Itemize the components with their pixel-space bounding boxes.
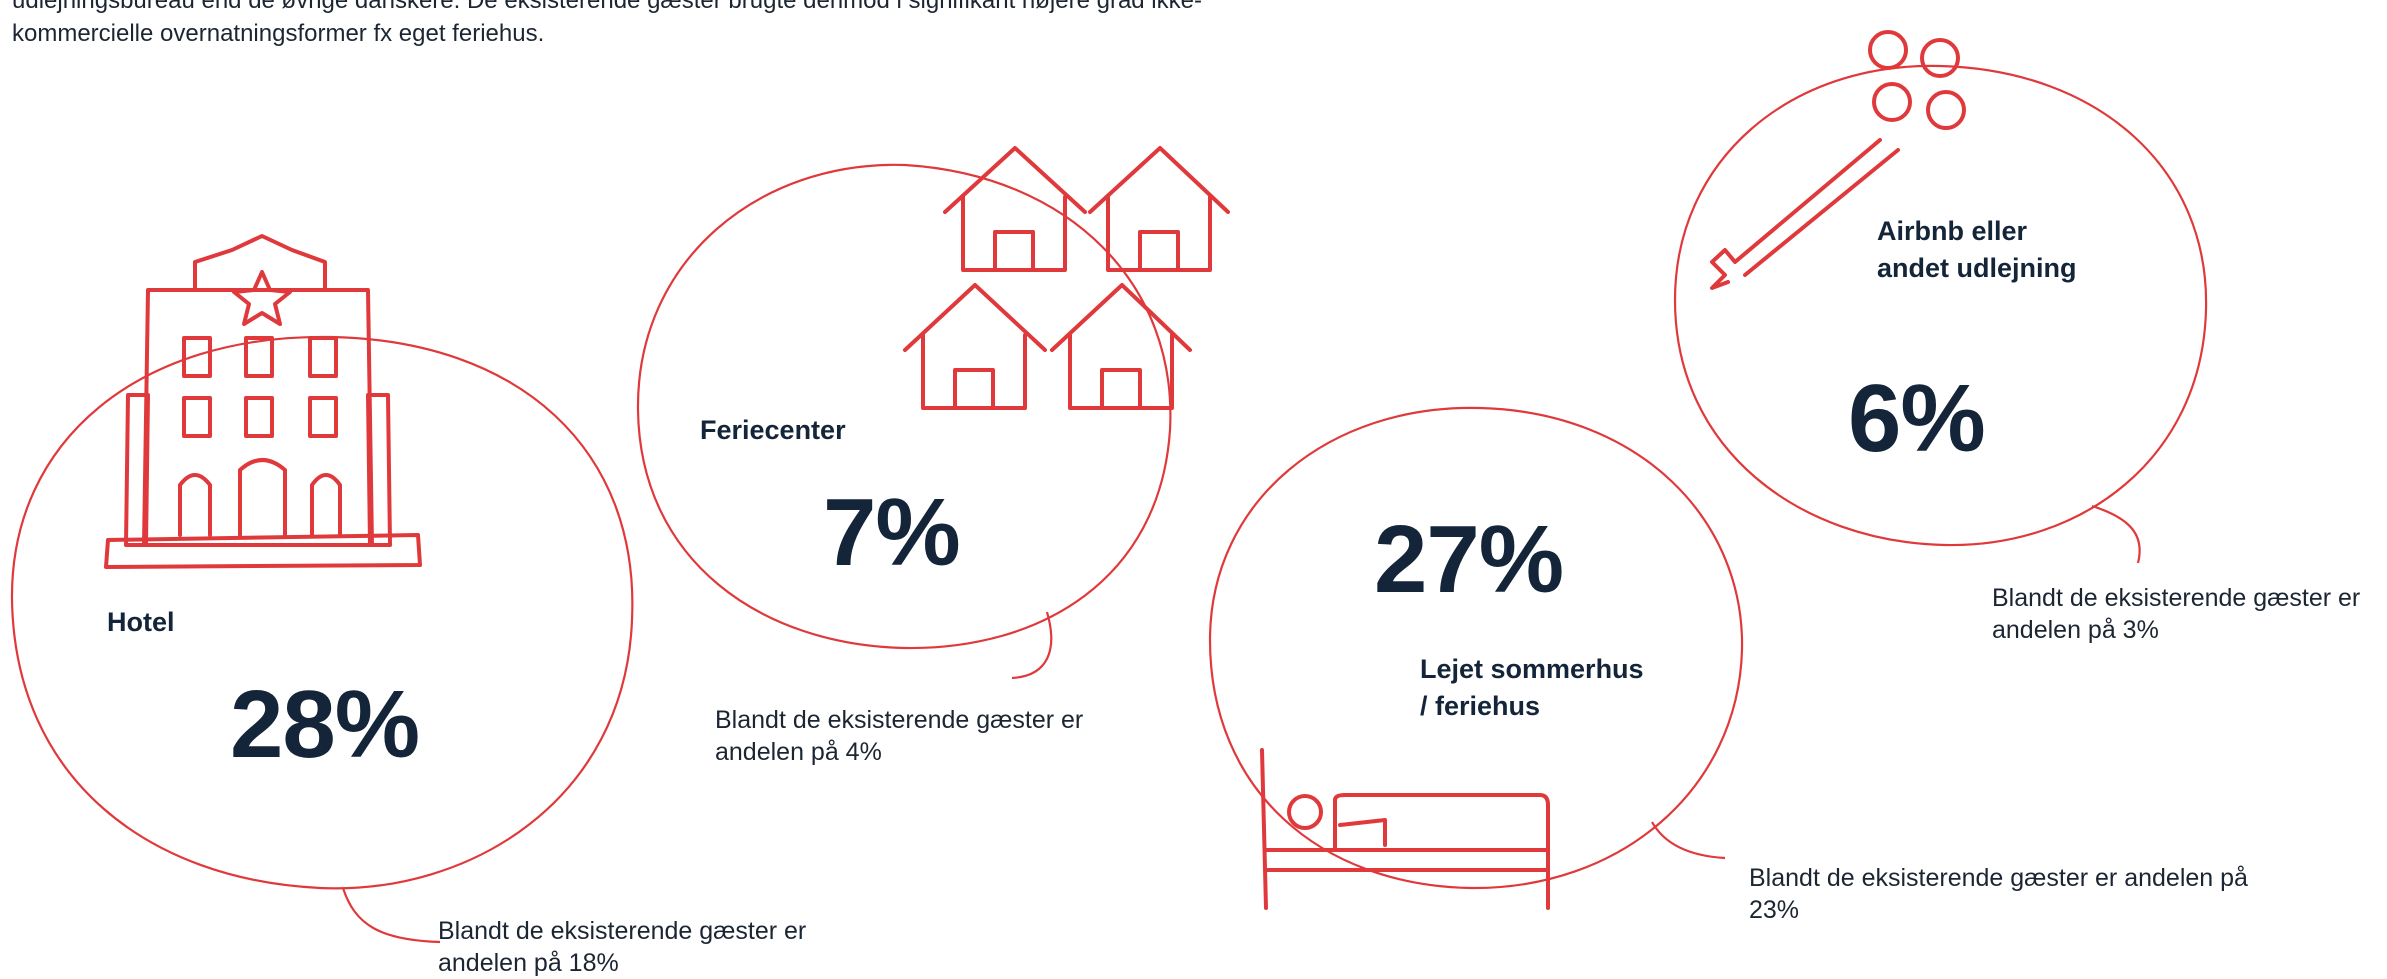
illustration	[0, 0, 2387, 977]
hotel-bubble	[12, 337, 632, 888]
note-line: andelen på 18%	[438, 949, 619, 977]
item-value: 28%	[230, 677, 419, 773]
intro-text: udlejningsbureau end de øvrige danskere.…	[12, 0, 1432, 50]
label-line: Airbnb eller	[1877, 216, 2027, 246]
label-line: andet udlejning	[1877, 253, 2077, 283]
item-value: 6%	[1848, 371, 1985, 467]
hotel-tail	[343, 888, 440, 942]
note-line: 23%	[1749, 896, 1799, 924]
label-line: Feriecenter	[700, 415, 846, 445]
note-line: Blandt de eksisterende gæster er	[715, 706, 1083, 734]
hotel-icon	[106, 236, 420, 567]
item-note: Blandt de eksisterende gæster er andelen …	[1992, 582, 2387, 646]
label-line: Lejet sommerhus	[1420, 654, 1644, 684]
item-note: Blandt de eksisterende gæster er andelen …	[715, 704, 1175, 768]
item-value: 7%	[823, 485, 960, 581]
feriecenter-tail	[1012, 612, 1051, 678]
sommerhus-tail	[1652, 822, 1725, 858]
note-line: andelen på 3%	[1992, 616, 2159, 644]
item-note: Blandt de eksisterende gæster er andelen…	[1749, 862, 2349, 926]
intro-line: udlejningsbureau end de øvrige danskere.…	[12, 0, 1432, 17]
item-label: Feriecenter	[700, 412, 846, 449]
item-label: Hotel	[107, 604, 175, 641]
item-label: Lejet sommerhus / feriehus	[1420, 651, 1644, 725]
item-label: Airbnb eller andet udlejning	[1877, 213, 2077, 287]
label-line: Hotel	[107, 607, 175, 637]
intro-line: kommercielle overnatningsformer fx eget …	[12, 17, 1432, 50]
note-line: Blandt de eksisterende gæster er	[1992, 584, 2360, 612]
note-line: Blandt de eksisterende gæster er andelen…	[1749, 864, 2248, 892]
houses-icon	[905, 148, 1228, 408]
item-value: 27%	[1374, 512, 1563, 608]
item-note: Blandt de eksisterende gæster er andelen …	[438, 915, 898, 979]
bed-icon	[1262, 750, 1548, 908]
note-line: andelen på 4%	[715, 738, 882, 766]
page: {"intro": {"lines": ["udlejningsbureau e…	[0, 0, 2387, 977]
label-line: / feriehus	[1420, 691, 1540, 721]
airbnb-bubble	[1675, 66, 2206, 545]
note-line: Blandt de eksisterende gæster er	[438, 917, 806, 945]
airbnb-tail	[2092, 506, 2140, 563]
